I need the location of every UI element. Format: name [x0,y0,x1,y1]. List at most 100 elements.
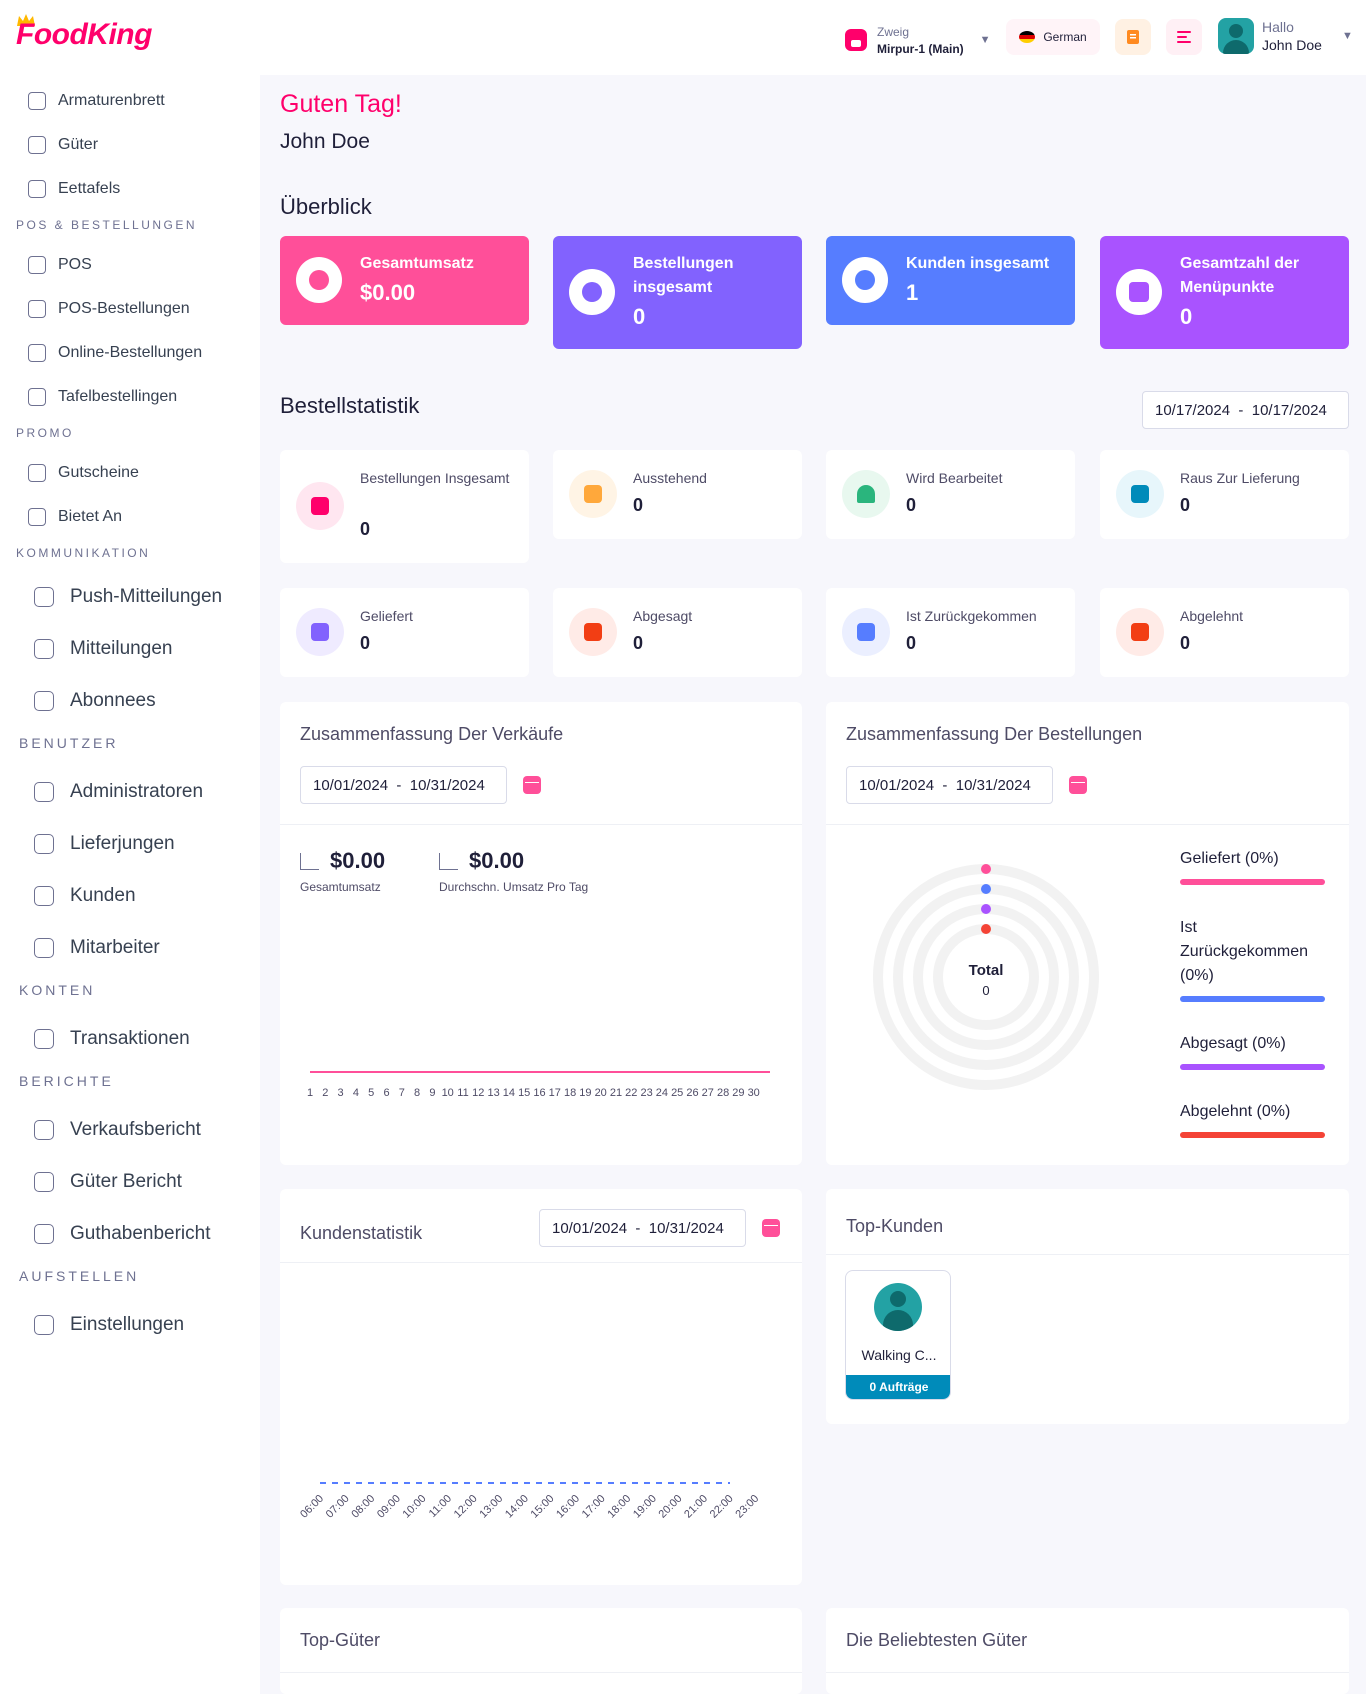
x-tick-label: 11:00 [427,1493,454,1520]
overview-title: Überblick [280,194,372,219]
sidebar-item-coupons[interactable]: Gutscheine [28,464,139,482]
sidebar-section-reports: BERICHTE [19,1073,114,1089]
x-tick-label: 12 [472,1087,484,1099]
x-tick-label: 12:00 [452,1493,480,1521]
customer-stats-title: Kundenstatistik [300,1223,423,1243]
sidebar-item-delivery-boys[interactable]: Lieferjungen [34,833,175,855]
order-stats-date-range[interactable] [1142,391,1349,429]
language-selector[interactable]: German [1006,19,1100,55]
sidebar-section-setup: AUFSTELLEN [19,1268,140,1284]
sidebar-item-items[interactable]: Güter [28,136,98,154]
pos-shortcut-button[interactable] [1115,19,1151,55]
customers-icon [34,886,54,906]
sidebar-section-promo: PROMO [16,426,74,440]
top-customers-title: Top-Kunden [846,1216,944,1236]
x-tick-label: 27 [702,1087,714,1099]
greeting-name: John Doe [280,130,370,153]
x-tick-label: 1 [307,1087,313,1099]
calendar-icon[interactable] [523,776,541,794]
top-items-title: Top-Güter [300,1630,381,1650]
sales-summary-date-range[interactable] [300,766,507,804]
branch-selector[interactable]: Zweig Mirpur-1 (Main) ▼ [845,20,991,60]
sales-average-stat: $0.00 Durchschn. Umsatz Pro Tag [439,848,589,894]
radial-marker-1 [981,884,991,894]
pending-box-icon [569,470,617,518]
branch-name: Mirpur-1 (Main) [877,41,964,56]
subscriber-icon [34,691,54,711]
sidebar-item-transactions[interactable]: Transaktionen [34,1028,190,1050]
box-icon [569,269,615,315]
transaction-icon [34,1029,54,1049]
sidebar-item-messages[interactable]: Mitteilungen [34,638,172,660]
users-icon [842,257,888,303]
shopping-bag-icon [28,344,46,362]
calendar-icon[interactable] [1069,776,1087,794]
sidebar-item-subscribers[interactable]: Abonnees [34,690,156,712]
sidebar-item-customers[interactable]: Kunden [34,885,136,907]
sales-total-stat: $0.00 Gesamtumsatz [300,848,386,894]
x-tick-label: 8 [414,1087,420,1099]
legend-returned: Ist Zurückgekommen (0%) [1180,916,1325,1002]
x-tick-label: 17 [549,1087,561,1099]
sidebar-item-settings[interactable]: Einstellungen [34,1314,184,1336]
x-tick-label: 08:00 [349,1493,377,1521]
menu-doc-icon [1116,269,1162,315]
sidebar-item-items-report[interactable]: Güter Bericht [34,1171,182,1193]
pos-orders-icon [28,300,46,318]
coupon-icon [28,464,46,482]
customer-stats-date-range[interactable] [539,1209,746,1247]
sidebar-item-online-orders[interactable]: Online-Bestellungen [28,344,202,362]
user-greeting: Hallo [1262,19,1294,35]
radial-marker-3 [981,924,991,934]
sidebar-item-administrators[interactable]: Administratoren [34,781,203,803]
menu-toggle-button[interactable] [1166,19,1202,55]
overview-card-total-sales: Gesamtumsatz $0.00 [280,236,529,325]
sidebar-item-pos[interactable]: POS [28,256,92,274]
overview-card-total-customers: Kunden insgesamt 1 [826,236,1075,325]
x-tick-label: 3 [338,1087,344,1099]
sidebar-item-push-notifications[interactable]: Push-Mitteilungen [34,586,222,608]
sidebar-section-users: BENUTZER [19,735,119,751]
user-menu[interactable]: Hallo John Doe ▼ [1218,18,1353,54]
legend-canceled: Abgesagt (0%) [1180,1032,1325,1070]
top-customer-card[interactable]: Walking C... 0 Aufträge [845,1270,951,1400]
x-tick-label: 20:00 [657,1493,685,1521]
dollar-icon [296,257,342,303]
sidebar-item-table-orders[interactable]: Tafelbestellingen [28,388,177,406]
sidebar-item-employees[interactable]: Mitarbeiter [34,937,160,959]
radial-marker-0 [981,864,991,874]
sidebar-item-credit-report[interactable]: Guthabenbericht [34,1223,211,1245]
returned-box-icon [842,608,890,656]
x-tick-label: 16 [533,1087,545,1099]
calendar-icon[interactable] [762,1219,780,1237]
sales-line-chart: 1 2 3 4 5 6 7 8 9 10 11 12 13 14 15 16 17 18 19 20 21 22 23 24 2… [307,1071,770,1099]
sidebar-item-tables[interactable]: Eettafels [28,180,120,198]
app-logo[interactable]: FoodKing [16,18,152,51]
order-radial-chart: Total 0 [873,864,1099,1090]
x-tick-label: 4 [353,1087,359,1099]
x-tick-label: 15:00 [529,1493,557,1521]
sidebar-item-sales-report[interactable]: Verkaufsbericht [34,1119,201,1141]
sales-summary-panel: Zusammenfassung Der Verkäufe $0.00 Gesam… [280,702,802,1165]
sidebar-item-dashboard[interactable]: Armaturenbrett [28,92,165,110]
legend-delivered: Geliefert (0%) [1180,847,1325,885]
x-tick-label: 22:00 [708,1493,736,1521]
push-notification-icon [34,587,54,607]
delivered-box-icon [296,608,344,656]
sidebar-section-accounts: KONTEN [19,982,96,998]
user-icon [34,782,54,802]
order-summary-date-range[interactable] [846,766,1053,804]
x-tick-label: 28 [717,1087,729,1099]
x-tick-label: 24 [656,1087,668,1099]
chart-bar-icon: $0.00 [300,848,385,874]
stat-card-pending: Ausstehend 0 [553,450,802,539]
credit-report-icon [34,1224,54,1244]
crown-icon [17,14,35,26]
order-stats-title: Bestellstatistik [280,393,420,418]
sidebar-item-offers[interactable]: Bietet An [28,508,122,526]
user-avatar [1218,18,1254,54]
sidebar-item-pos-orders[interactable]: POS-Bestellungen [28,300,190,318]
sidebar-section-pos: POS & BESTELLUNGEN [16,218,198,232]
chevron-down-icon: ▼ [1341,30,1353,42]
language-label: German [1043,30,1087,44]
